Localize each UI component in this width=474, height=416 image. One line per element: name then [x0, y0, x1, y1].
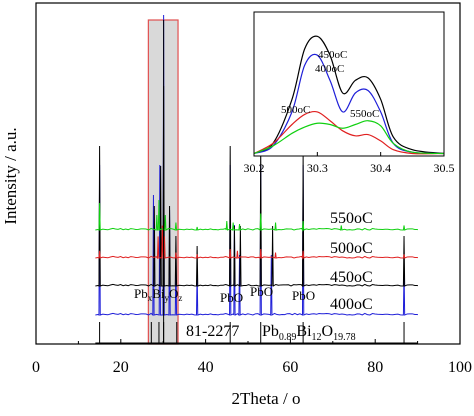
- reference-pdf-label: 81-2277: [186, 323, 239, 340]
- inset-tick-label: 30.3: [307, 161, 328, 175]
- series-400oc: [95, 14, 419, 317]
- x-tick-label: 80: [367, 359, 383, 376]
- y-axis-label: Intensity / a.u.: [1, 127, 20, 224]
- inset-series-450oc: [253, 35, 445, 155]
- x-tick-label: 20: [113, 359, 129, 376]
- label-500oc: 500oC: [330, 240, 373, 257]
- series-550oc: [95, 199, 419, 232]
- series-500oc: [95, 225, 419, 260]
- inset-tick-label: 30.4: [370, 161, 391, 175]
- inset-frame: [253, 11, 445, 157]
- inset-tick-label: 30.2: [244, 161, 265, 175]
- label-450oc: 450oC: [330, 269, 373, 286]
- label-400oc: 400oC: [330, 296, 373, 313]
- annotation-pbo-2: PbO: [250, 284, 273, 299]
- x-tick-label: 0: [32, 359, 40, 376]
- annotation-pbo-3: PbO: [292, 288, 315, 303]
- inset-tick-label: 30.5: [434, 161, 455, 175]
- annotation-pbxbiyoz: PbxBiyOz: [134, 286, 182, 303]
- inset-label-500oc: 500oC: [281, 104, 310, 116]
- reference-sticks: [95, 322, 418, 344]
- inset-series-500oc: [253, 110, 445, 155]
- x-tick-label: 100: [448, 359, 472, 376]
- reference-formula: Pb0.89Bi12O19.78: [262, 323, 356, 343]
- annotation-pbo-1: PbO: [220, 290, 243, 305]
- inset-chart: 30.2 30.3 30.4 30.5 450oC 400oC 500oC 550oC: [244, 11, 455, 175]
- x-axis-label: 2Theta / o: [232, 389, 301, 408]
- x-axis-ticks: 0 20 40 60 80 100: [32, 339, 472, 376]
- x-tick-label: 60: [282, 359, 298, 376]
- inset-x-ticks: 30.2 30.3 30.4 30.5: [244, 152, 455, 175]
- series-450oc: [95, 85, 419, 288]
- x-tick-label: 40: [198, 359, 214, 376]
- inset-series-550oc: [253, 120, 445, 155]
- label-550oc: 550oC: [330, 210, 373, 227]
- inset-label-550oc: 550oC: [350, 108, 379, 120]
- inset-label-450oc: 450oC: [318, 49, 347, 61]
- main-series-group: [95, 14, 419, 317]
- inset-series-group: [253, 35, 445, 155]
- inset-label-400oc: 400oC: [315, 63, 344, 75]
